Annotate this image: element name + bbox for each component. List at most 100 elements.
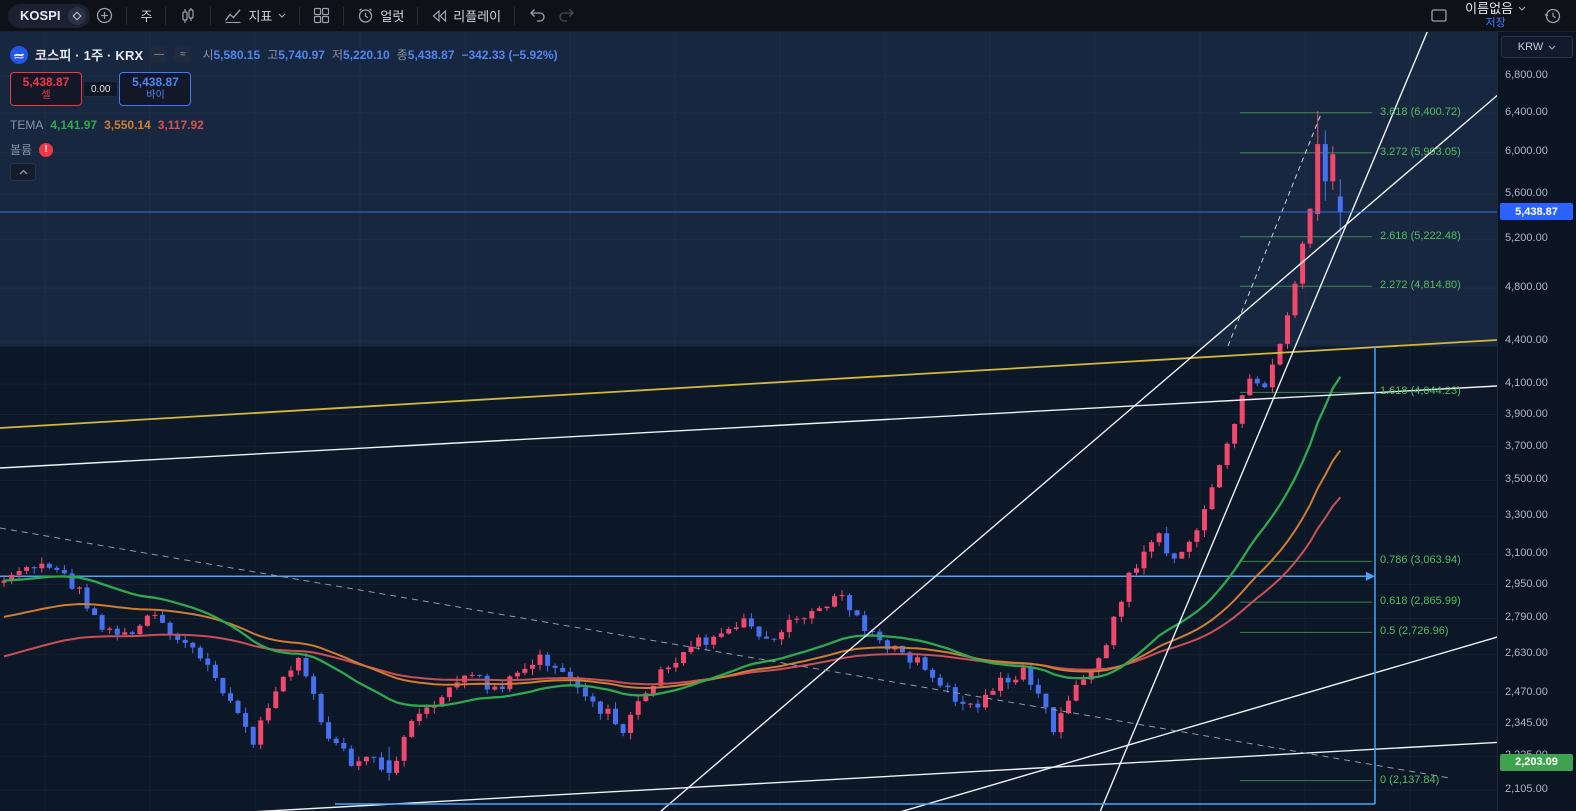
- layout-grid-button[interactable]: [307, 3, 336, 28]
- price-tick: 5,200.00: [1505, 232, 1548, 245]
- ohlc-values: 시5,580.15 고5,740.97 저5,220.10 종5,438.87 …: [202, 46, 557, 63]
- interval-button[interactable]: 주: [134, 2, 158, 29]
- chart-pane: 3.618 (6,400.72) 3.272 (5,993.05) 2.618 (5…: [0, 32, 1497, 811]
- price-tick: 3,700.00: [1505, 439, 1548, 452]
- price-tick: 5,600.00: [1505, 187, 1548, 200]
- minimize-icon[interactable]: —: [150, 47, 168, 62]
- alert-button[interactable]: 얼럿: [351, 2, 410, 29]
- indicators-label: 지표: [248, 9, 273, 24]
- ma-lines: [3, 376, 1342, 708]
- price-tick: 2,790.00: [1505, 611, 1548, 624]
- replay-label: 리플레이: [453, 9, 502, 24]
- price-tick: 2,105.00: [1505, 783, 1548, 795]
- volume-label: 볼륨: [10, 143, 33, 157]
- undo-button[interactable]: [522, 4, 552, 27]
- plus-circle-icon: [97, 7, 113, 24]
- price-tick: 3,500.00: [1505, 473, 1548, 486]
- layout-grid-icon: [314, 7, 330, 24]
- divider: [417, 6, 419, 25]
- layout-name-label: 이름없음: [1465, 1, 1513, 16]
- window-button[interactable]: [1425, 5, 1453, 26]
- divider: [165, 6, 167, 25]
- volume-legend[interactable]: 볼륨 !: [10, 141, 54, 158]
- currency-selector[interactable]: KRW: [1501, 36, 1573, 58]
- low-label: 저: [331, 48, 344, 62]
- toolbar-right: 이름없음 저장: [1425, 2, 1568, 29]
- fib-lines: [1240, 112, 1372, 782]
- upper-band: [0, 32, 1497, 347]
- fib-label: 0.5 (2,726.96): [1380, 625, 1449, 638]
- symbol-search[interactable]: KOSPI: [8, 3, 91, 28]
- compare-wave-icon[interactable]: ≈: [174, 47, 192, 62]
- last-price-badge: 5,438.87: [1500, 203, 1573, 221]
- fib-label: 2.618 (5,222.48): [1380, 229, 1461, 242]
- divider: [299, 6, 301, 25]
- sell-label: 셀: [41, 90, 51, 102]
- buy-button[interactable]: 5,438.87 바이: [119, 72, 192, 106]
- price-tick: 6,800.00: [1505, 69, 1548, 81]
- undo-icon: [530, 9, 545, 22]
- indicator-pulse-icon: [225, 8, 241, 23]
- symbol-flag-icon[interactable]: [68, 6, 87, 25]
- layout-menu[interactable]: 이름없음 저장: [1465, 2, 1526, 29]
- tema-value-slow: 3,117.92: [157, 118, 204, 132]
- fib-label: 0 (2,137.84): [1380, 773, 1440, 786]
- compare-add-button[interactable]: [90, 3, 119, 28]
- chart-legend: 코스피 · 1주 · KRX — ≈ 시5,580.15 고5,740.97 저…: [10, 45, 558, 64]
- window-icon: [1431, 9, 1447, 22]
- divider: [210, 6, 212, 25]
- fib-label: 3.618 (6,400.72): [1380, 105, 1461, 118]
- chart-type-button[interactable]: [173, 3, 203, 29]
- tema-value-mid: 3,550.14: [104, 118, 151, 132]
- currency-label: KRW: [1517, 41, 1544, 53]
- history-clock-icon: [1544, 8, 1561, 23]
- trade-panel: 5,438.87 셀 0.00 5,438.87 바이: [10, 72, 192, 106]
- fib-label: 1.618 (4,044.23): [1380, 385, 1461, 398]
- divider: [514, 6, 516, 25]
- fib-label: 3.272 (5,993.05): [1380, 145, 1461, 158]
- tema-value-fast: 4,141.97: [50, 118, 98, 132]
- history-clock-button[interactable]: [1538, 3, 1568, 29]
- chevron-down-icon: [1518, 6, 1526, 11]
- volume-warning-icon[interactable]: !: [39, 142, 54, 157]
- fib-label: 0.786 (3,063.94): [1380, 554, 1461, 567]
- change-value: −342.33 (−5.92%): [461, 47, 558, 62]
- buy-price: 5,438.87: [132, 75, 179, 90]
- price-tick: 6,400.00: [1505, 105, 1548, 118]
- price-axis[interactable]: KRW 6,800.00 6,400.00 6,000.00 5,600.00 5,20…: [1497, 32, 1576, 811]
- indicators-button[interactable]: 지표: [218, 2, 292, 29]
- price-tick: 2,470.00: [1505, 685, 1548, 698]
- green-price-badge: 2,203.09: [1500, 753, 1573, 771]
- high-label: 고: [267, 48, 279, 62]
- tema-legend[interactable]: TEMA 4,141.97 3,550.14 3,117.92: [10, 118, 204, 132]
- symbol-title[interactable]: 코스피 · 1주 · KRX: [35, 48, 144, 63]
- symbol-name: KOSPI: [20, 8, 61, 23]
- redo-button[interactable]: [552, 4, 582, 27]
- replay-button[interactable]: 리플레이: [425, 2, 507, 29]
- price-tick: 3,100.00: [1505, 547, 1548, 560]
- price-tick: 4,400.00: [1505, 334, 1548, 347]
- spread-value: 0.00: [83, 81, 119, 97]
- close-label: 종: [396, 48, 408, 62]
- price-chart-canvas[interactable]: [0, 32, 1497, 811]
- price-tick: 4,800.00: [1505, 281, 1548, 294]
- save-button[interactable]: 저장: [1485, 17, 1506, 29]
- redo-icon: [559, 9, 575, 22]
- price-tick: 3,900.00: [1505, 407, 1548, 420]
- open-label: 시: [202, 48, 214, 62]
- sell-price: 5,438.87: [22, 75, 70, 90]
- high-value: 5,740.97: [278, 48, 325, 62]
- sell-button[interactable]: 5,438.87 셀: [10, 72, 82, 106]
- low-value: 5,220.10: [343, 48, 390, 62]
- chevron-down-icon: [1548, 45, 1556, 50]
- legend-collapse-button[interactable]: [10, 163, 36, 181]
- symbol-logo-icon: [10, 45, 28, 64]
- fib-label: 0.618 (2,865.99): [1380, 595, 1461, 608]
- price-tick: 2,950.00: [1505, 577, 1548, 590]
- alert-label: 얼럿: [380, 9, 405, 24]
- interval-label: 주: [140, 9, 153, 24]
- horizontal-ray: [0, 571, 1375, 581]
- price-tick: 2,345.00: [1505, 717, 1548, 730]
- price-tick: 3,300.00: [1505, 509, 1548, 522]
